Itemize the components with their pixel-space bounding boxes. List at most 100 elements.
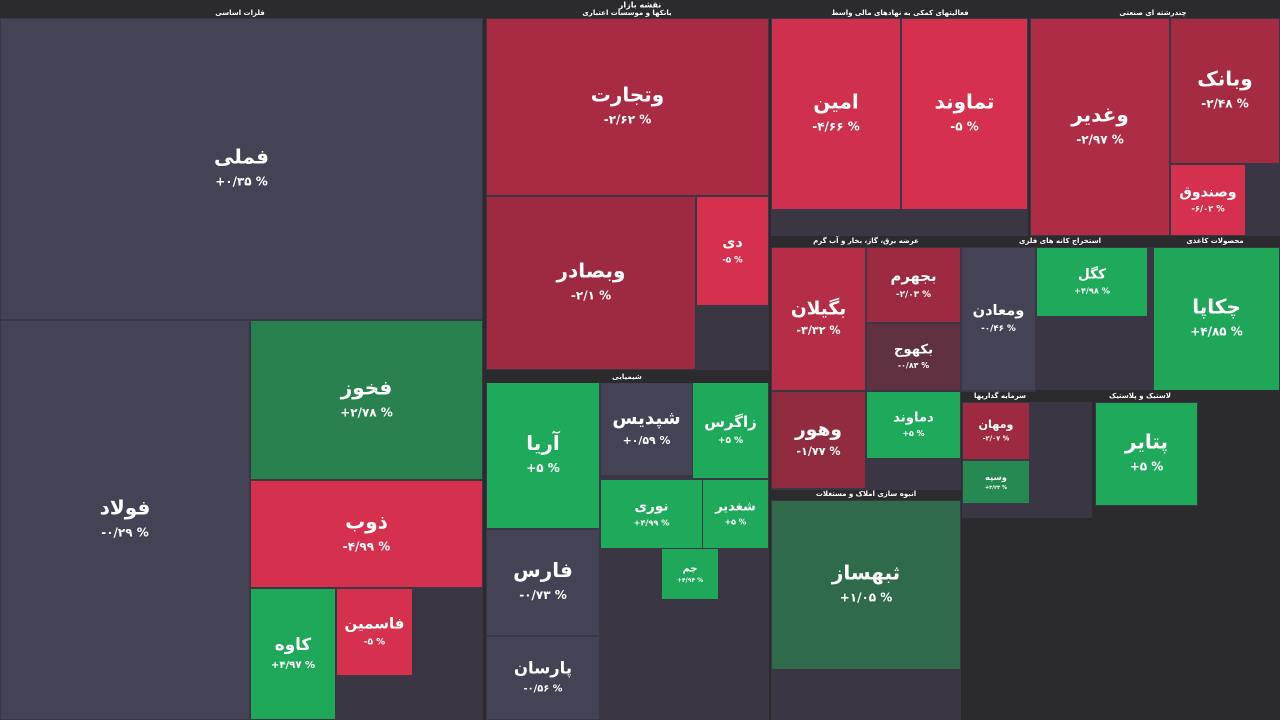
tile-change: +۵ %	[725, 517, 747, 526]
tile-name: شغدیر	[714, 499, 756, 514]
tile-change: -۲/۹۷ %	[1076, 133, 1124, 147]
tile-change: -۲/۶۲ %	[604, 113, 652, 127]
tile-change: -۰/۸۳ %	[898, 361, 929, 370]
tile-change: -۰/۷۳ %	[519, 588, 567, 602]
tile-name: کگل	[1078, 266, 1106, 283]
tile	[1, 19, 482, 319]
tile-change: +۵ %	[902, 429, 924, 438]
tile	[697, 197, 768, 305]
tile-change: -۶/۰۲ %	[1191, 204, 1225, 214]
tile-change: +۵ %	[1130, 460, 1164, 474]
tile	[963, 461, 1029, 503]
tile	[772, 501, 960, 669]
tile-name: وصندوق	[1179, 184, 1236, 200]
tile-name: امین	[813, 90, 858, 114]
tile	[1096, 403, 1197, 505]
tile-name: ومعادن	[973, 302, 1025, 319]
tile-name: وسپه	[985, 472, 1007, 483]
tile	[251, 321, 482, 479]
tile-change: -۳/۳۲ %	[796, 324, 840, 337]
tile	[1171, 19, 1279, 163]
tile-change: -۰/۲۹ %	[101, 526, 149, 540]
sector-label: محصولات کاغذی	[1186, 237, 1243, 245]
sector-label: چندرشته ای صنعتی	[1119, 9, 1186, 17]
tile	[601, 480, 702, 548]
sector-label: فلزات اساسی	[215, 9, 265, 17]
tile-change: +۴/۹۹ %	[634, 517, 670, 527]
tile	[772, 19, 900, 209]
tile-name: شپدیس	[612, 408, 680, 429]
tile-name: نوری	[635, 499, 669, 515]
tile-name: ذوب	[345, 510, 388, 534]
tile-change: +۱/۰۵ %	[840, 591, 893, 605]
tile	[772, 248, 865, 390]
tile	[487, 19, 768, 195]
tile-change: -۲/۱ %	[571, 289, 611, 303]
tile-name: آریا	[526, 430, 561, 455]
tile-change: +۴/۹۷ %	[271, 660, 315, 671]
sector-label: عرضه برق، گاز، بخار و آب گرم	[813, 236, 919, 245]
tile-name: بکهوج	[894, 343, 933, 358]
tile-name: پارسان	[514, 658, 572, 678]
tile-name: جم	[682, 564, 697, 575]
tile	[487, 637, 599, 719]
tile-change: -۲/۰۳ %	[896, 290, 931, 300]
tile-change: +۰/۵۹ %	[623, 434, 671, 447]
tile	[1037, 248, 1147, 316]
tile-change: +۳/۲۳ %	[985, 485, 1007, 491]
tile-change: +۴/۹۴ %	[677, 577, 703, 584]
tile-change: -۴/۹۹ %	[343, 540, 391, 554]
tile-change: +۴/۹۸ %	[1074, 285, 1110, 295]
tile-change: -۲/۰۷ %	[983, 434, 1010, 442]
tile	[703, 480, 768, 548]
tile-change: +۰/۳۵ %	[215, 175, 268, 189]
tile-name: فولاد	[100, 496, 151, 520]
tile-name: تماوند	[935, 90, 995, 114]
tile-change: +۲/۷۸ %	[340, 406, 393, 420]
sector-label: فعالیتهای کمکی به نهادهای مالی واسط	[831, 9, 969, 17]
tile	[963, 403, 1029, 459]
tile-name: چکاپا	[1192, 295, 1241, 320]
tile-change: -۵ %	[950, 120, 979, 134]
tile	[1171, 165, 1245, 235]
tile-change: +۴/۸۵ %	[1190, 325, 1243, 339]
tile-name: وتجارت	[591, 83, 664, 107]
tile	[601, 383, 692, 475]
tile	[662, 549, 718, 599]
tile-change: +۵ %	[526, 461, 560, 475]
tile	[902, 19, 1027, 209]
tile-change: -۴/۶۶ %	[812, 120, 860, 134]
tile	[337, 589, 412, 675]
tile-name: فخوز	[340, 376, 393, 400]
tile-name: ومهان	[978, 418, 1013, 431]
tile-name: وهور	[794, 419, 842, 440]
sector-label: انبوه سازی املاک و مستغلات	[816, 490, 916, 498]
tile	[251, 589, 335, 719]
tile	[1154, 248, 1279, 390]
tile-name: وغدیر	[1070, 103, 1129, 127]
tile-name: فملی	[214, 145, 269, 169]
tile-change: -۰/۴۶ %	[981, 324, 1016, 334]
tile-change: -۲/۴۸ %	[1201, 97, 1249, 111]
tile	[487, 197, 695, 369]
tile	[693, 383, 768, 478]
tile-change: -۱/۷۷ %	[796, 445, 840, 458]
tile-name: زاگرس	[704, 413, 757, 431]
sector-label: سرمایه گذاریها	[974, 391, 1026, 400]
tile	[867, 324, 960, 390]
sector-label: شیمیایی	[612, 373, 642, 381]
tile-name: دی	[722, 235, 742, 251]
tile-name: ثبهساز	[831, 561, 900, 585]
tile	[487, 530, 599, 635]
tile-name: کاوه	[275, 634, 312, 655]
tile-change: -۰/۵۶ %	[524, 684, 563, 695]
tile	[772, 392, 865, 488]
tile	[1, 321, 249, 719]
tile-name: بجهرم	[890, 268, 936, 285]
tile	[1031, 19, 1169, 235]
sector-label: لاستیک و پلاستیک	[1109, 392, 1171, 400]
tile	[867, 392, 960, 458]
tile	[867, 248, 960, 322]
tile	[251, 481, 482, 587]
